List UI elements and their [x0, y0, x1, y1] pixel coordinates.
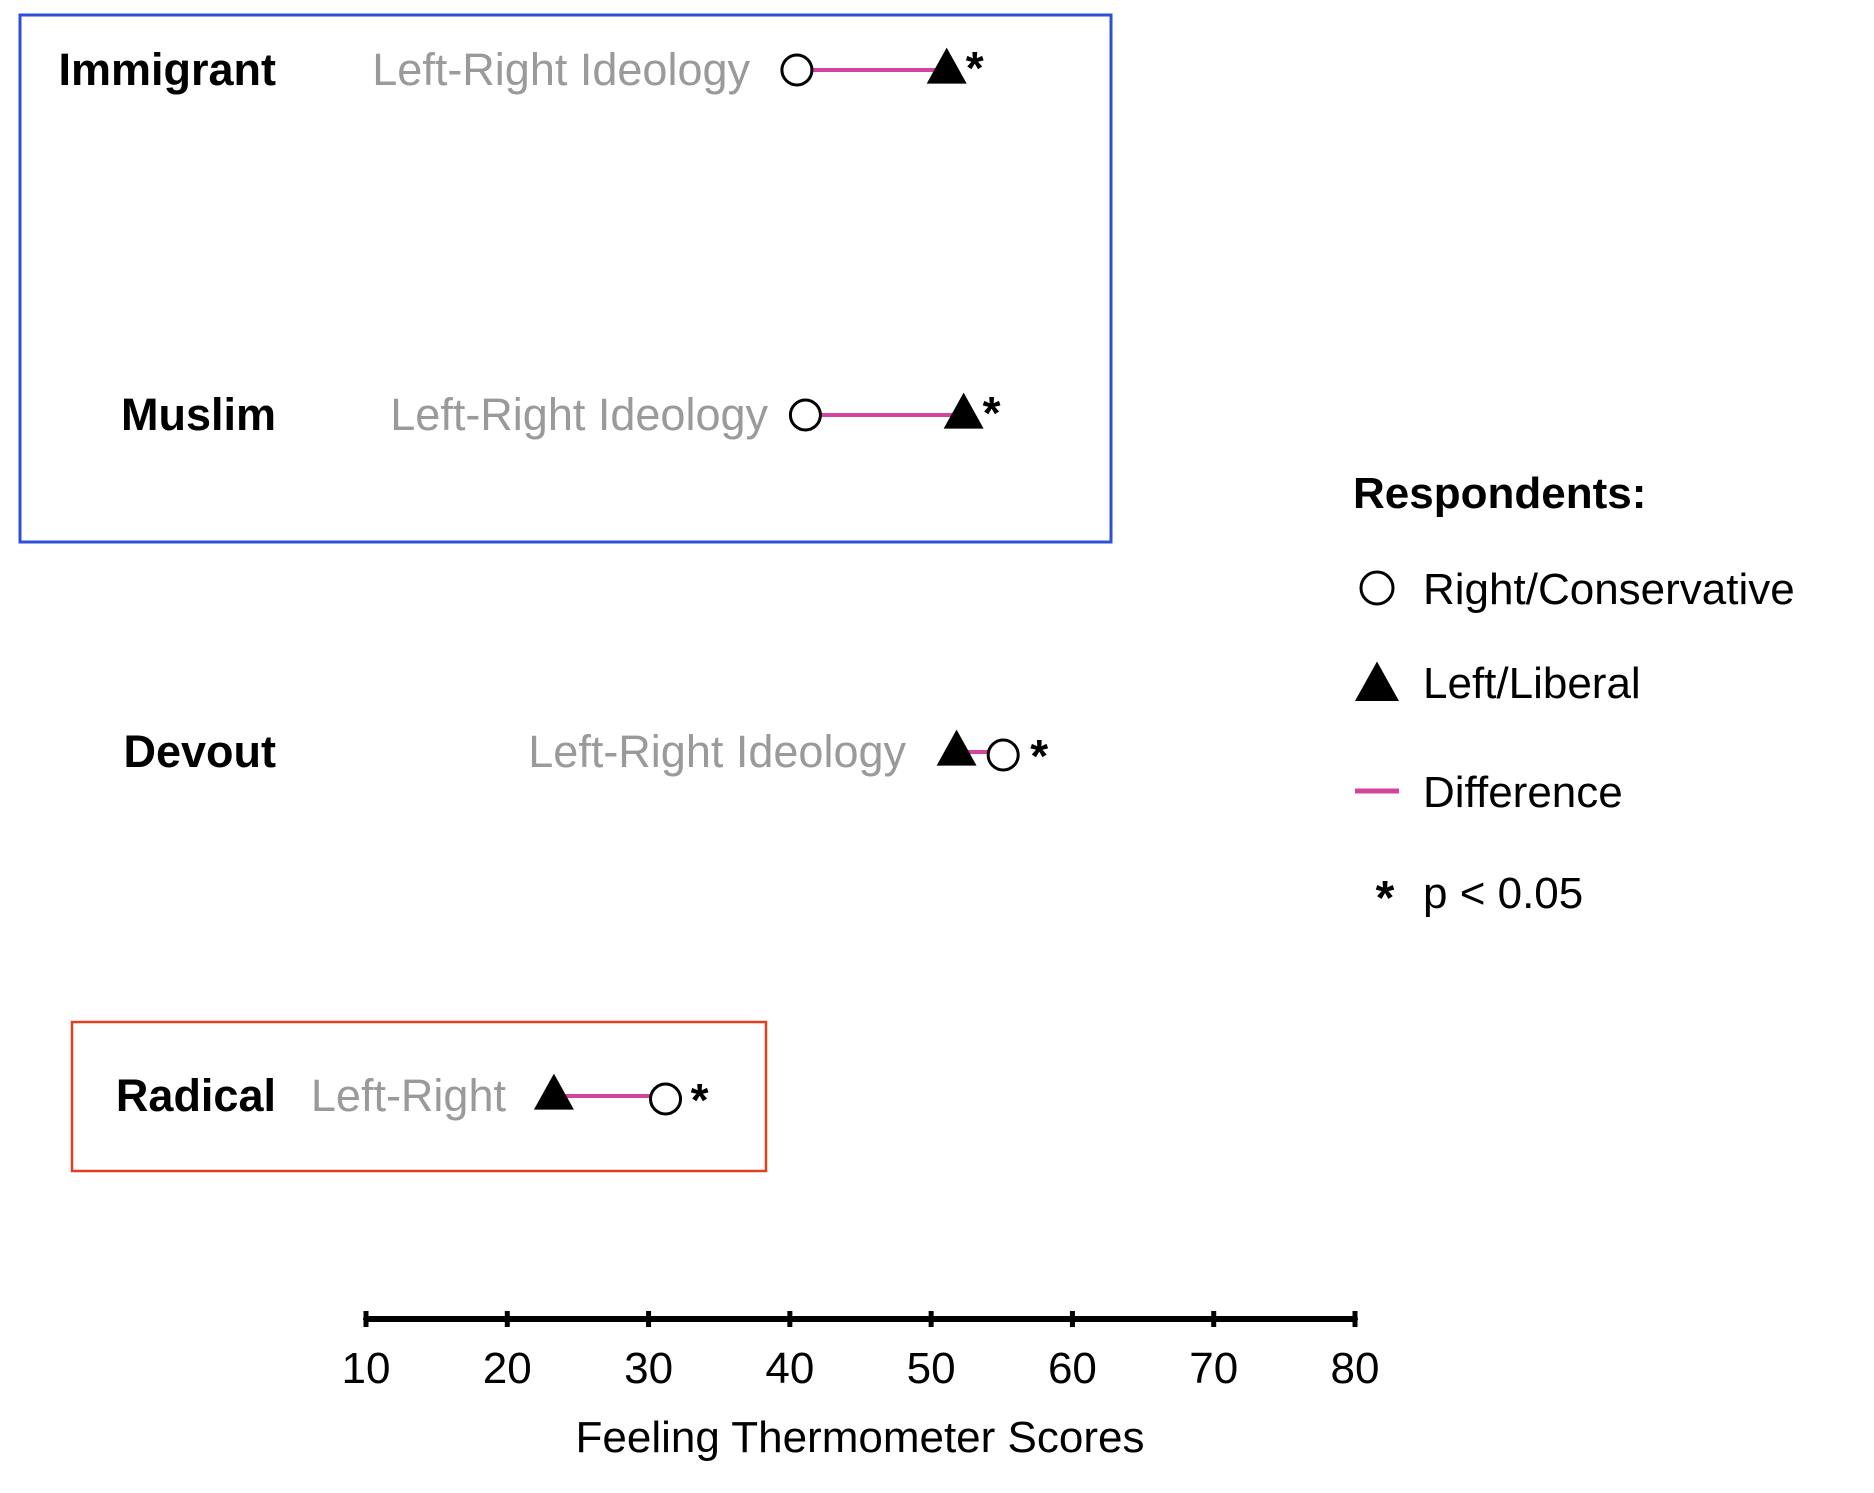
x-tick-label: 50 [907, 1344, 956, 1393]
row-muslim: Muslim Left-Right Ideology * [121, 387, 1001, 440]
x-axis-label: Feeling Thermometer Scores [576, 1413, 1145, 1462]
group-label: Devout [123, 726, 276, 777]
right-conservative-marker [788, 398, 822, 432]
legend: Respondents: Right/Conservative Left/Liber… [1353, 469, 1795, 925]
x-tick-label: 10 [342, 1344, 391, 1393]
highlight-box-red [70, 1020, 768, 1173]
right-conservative-marker [986, 738, 1020, 772]
left-liberal-marker [533, 1073, 574, 1110]
row-immigrant: Immigrant Left-Right Ideology * [58, 42, 983, 95]
x-tick-label: 80 [1331, 1344, 1380, 1393]
legend-symbol-filled-triangle [1355, 661, 1399, 702]
x-tick-label: 40 [765, 1344, 814, 1393]
legend-item: Difference [1355, 768, 1623, 817]
group-label: Radical [116, 1070, 276, 1121]
legend-label: p < 0.05 [1423, 869, 1583, 918]
row-radical: Radical Left-Right * [116, 1070, 709, 1126]
left-liberal-marker [943, 392, 984, 429]
legend-label: Right/Conservative [1423, 565, 1795, 614]
variable-label: Left-Right [311, 1070, 507, 1121]
significance-marker: * [983, 387, 1001, 439]
variable-label: Left-Right Ideology [528, 726, 906, 777]
legend-title: Respondents: [1353, 469, 1646, 518]
significance-marker: * [1030, 730, 1048, 782]
significance-marker: * [966, 42, 984, 94]
legend-item: * p < 0.05 [1376, 869, 1584, 925]
left-liberal-marker [926, 47, 967, 84]
variable-label: Left-Right Ideology [372, 44, 750, 95]
legend-item: Right/Conservative [1359, 565, 1795, 614]
x-axis: 10 20 30 40 50 60 70 80 Feeling Thermometer Scor… [342, 1311, 1380, 1462]
row-devout: Devout Left-Right Ideology * [123, 726, 1048, 782]
left-liberal-marker [936, 729, 977, 766]
variable-label: Left-Right Ideology [390, 389, 768, 440]
legend-label: Difference [1423, 768, 1623, 817]
legend-symbol-asterisk: * [1376, 872, 1395, 925]
dumbbell-rows: Immigrant Left-Right Ideology * Muslim Left-… [58, 42, 1048, 1126]
x-tick-label: 70 [1189, 1344, 1238, 1393]
legend-symbol-open-circle [1359, 570, 1395, 606]
x-tick-label: 20 [483, 1344, 532, 1393]
significance-marker: * [691, 1074, 709, 1126]
legend-item: Left/Liberal [1355, 659, 1641, 708]
x-tick-label: 30 [624, 1344, 673, 1393]
right-conservative-marker [780, 53, 814, 87]
group-label: Immigrant [58, 44, 276, 95]
legend-label: Left/Liberal [1423, 659, 1641, 708]
x-tick-label: 60 [1048, 1344, 1097, 1393]
highlight-boxes [18, 13, 1113, 1173]
highlight-box-blue [18, 13, 1113, 544]
group-label: Muslim [121, 389, 276, 440]
right-conservative-marker [649, 1082, 683, 1116]
